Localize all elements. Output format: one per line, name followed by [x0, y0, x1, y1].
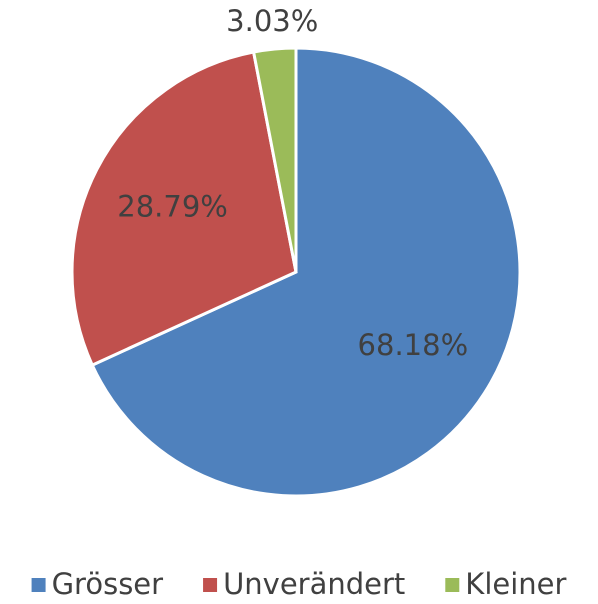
legend-label: Kleiner [465, 567, 566, 601]
pie-slice [90, 46, 522, 498]
legend-swatch [203, 578, 218, 592]
pie-slice [70, 50, 298, 368]
legend: Grösser Unverändert Kleiner [31, 567, 566, 601]
legend-label: Grösser [52, 567, 164, 601]
data-label: 28.79% [117, 189, 228, 223]
data-label: 3.03% [226, 4, 318, 38]
legend-swatch [445, 578, 460, 592]
pie-slice [251, 46, 298, 273]
data-label: 68.18% [358, 328, 469, 362]
legend-label: Unverändert [223, 567, 405, 601]
legend-swatch [31, 578, 46, 592]
